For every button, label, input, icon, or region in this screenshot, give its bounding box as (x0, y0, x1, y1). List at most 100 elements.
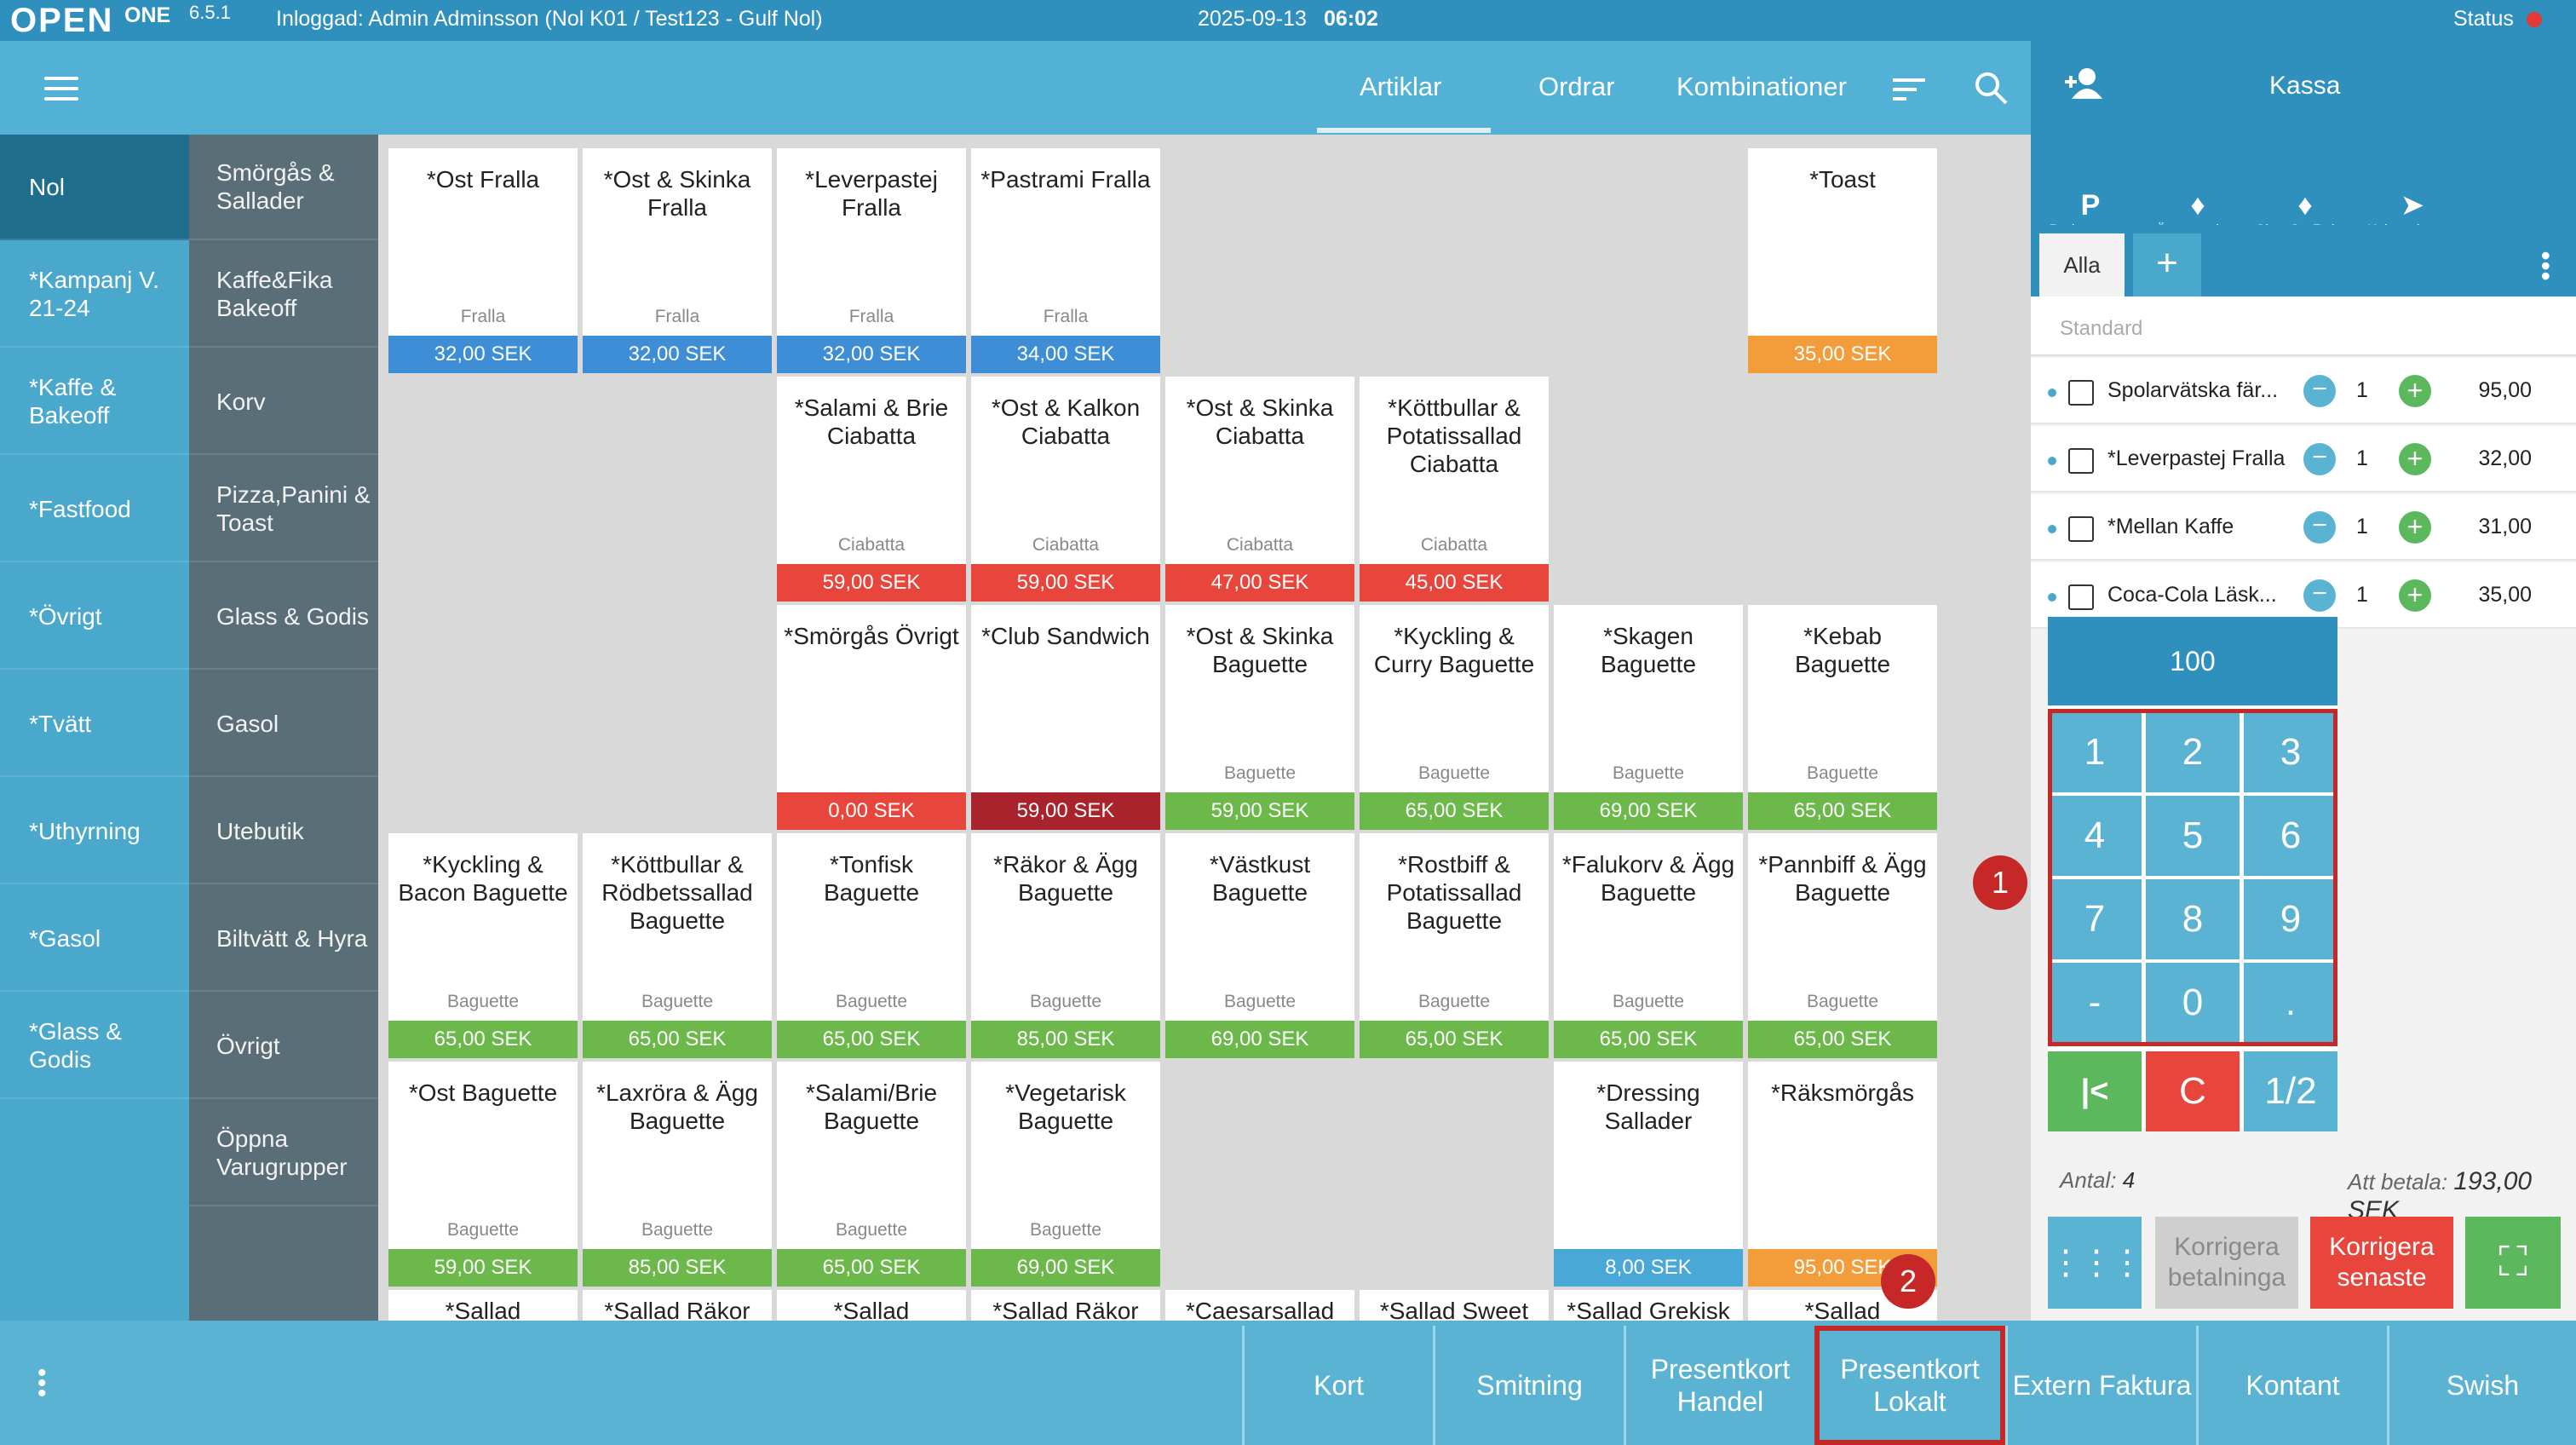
tab-kombinationer[interactable]: Kombinationer (1676, 72, 1847, 101)
keypad-key[interactable]: 8 (2146, 879, 2240, 959)
line-checkbox[interactable] (2068, 448, 2094, 474)
increase-qty-button[interactable]: + (2399, 511, 2431, 544)
product-card[interactable]: *Sallad Grekisk (1554, 1290, 1743, 1321)
increase-qty-button[interactable]: + (2399, 443, 2431, 475)
subcategory-item[interactable]: Utebutik (189, 779, 378, 884)
product-card[interactable]: *Kebab Baguette Baguette 65,00 SEK (1748, 605, 1937, 830)
product-card[interactable]: *Leverpastej Fralla Fralla 32,00 SEK (777, 148, 966, 373)
keypad-key[interactable]: 7 (2048, 879, 2142, 959)
status-label[interactable]: Status (2453, 7, 2514, 31)
keypad-key[interactable]: 5 (2146, 796, 2240, 876)
product-card[interactable]: *Tonfisk Baguette Baguette 65,00 SEK (777, 833, 966, 1058)
product-card[interactable]: *Ost Baguette Baguette 59,00 SEK (388, 1062, 578, 1287)
subcategory-item[interactable]: Pizza,Panini & Toast (189, 457, 378, 562)
category-item[interactable]: *Kampanj V. 21-24 (0, 242, 189, 348)
price-list-field[interactable]: Standard (2031, 296, 2576, 356)
more-options-icon[interactable]: • • • (2540, 240, 2550, 291)
payment-button[interactable]: Extern Faktura (2005, 1326, 2196, 1445)
keypad-key[interactable]: - (2048, 963, 2142, 1043)
product-card[interactable]: *Pannbiff & Ägg Baguette Baguette 65,00 SE… (1748, 833, 1937, 1058)
sort-icon[interactable] (1893, 75, 1927, 104)
menu-icon[interactable] (44, 77, 78, 101)
back-key[interactable]: |< (2048, 1051, 2142, 1131)
fullscreen-button[interactable]: ⛶ (2465, 1217, 2561, 1309)
payment-button[interactable]: Kort (1242, 1326, 1433, 1445)
product-card[interactable]: *Ost & Kalkon Ciabatta Ciabatta 59,00 SEK (971, 377, 1160, 602)
payment-button[interactable]: Presentkort Lokalt (1814, 1326, 2005, 1445)
product-card[interactable]: *Caesarsallad (1165, 1290, 1354, 1321)
decrease-qty-button[interactable]: − (2303, 443, 2336, 475)
category-item[interactable]: *Kaffe & Bakeoff (0, 349, 189, 455)
subcategory-item[interactable]: Smörgås & Sallader (189, 135, 378, 240)
category-item[interactable]: *Glass & Godis (0, 993, 189, 1099)
line-checkbox[interactable] (2068, 516, 2094, 542)
order-line[interactable]: Spolarvätska fär... −1 +95,00 (2031, 358, 2576, 424)
category-item[interactable]: *Övrigt (0, 564, 189, 670)
keypad-toggle-button[interactable]: ⋮⋮⋮ (2048, 1217, 2144, 1309)
decrease-qty-button[interactable]: − (2303, 511, 2336, 544)
correct-payment-button[interactable]: Korrigera betalninga (2155, 1217, 2298, 1309)
product-card[interactable]: *Ost Fralla Fralla 32,00 SEK (388, 148, 578, 373)
product-card[interactable]: *Sallad (777, 1290, 966, 1321)
subcategory-item[interactable]: Kaffe&Fika Bakeoff (189, 242, 378, 348)
subcategory-item[interactable]: Biltvätt & Hyra (189, 886, 378, 992)
product-card[interactable]: *Salami/Brie Baguette Baguette 65,00 SEK (777, 1062, 966, 1287)
product-card[interactable]: *Räksmörgås 95,00 SEK (1748, 1062, 1937, 1287)
product-card[interactable]: *Pastrami Fralla Fralla 34,00 SEK (971, 148, 1160, 373)
subcategory-item[interactable]: Glass & Godis (189, 564, 378, 670)
category-item[interactable]: *Gasol (0, 886, 189, 992)
product-card[interactable]: *Falukorv & Ägg Baguette Baguette 65,00 SE… (1554, 833, 1743, 1058)
keypad-key[interactable]: 1 (2048, 712, 2142, 792)
product-card[interactable]: *Sallad (388, 1290, 578, 1321)
category-item[interactable]: *Uthyrning (0, 779, 189, 884)
subcategory-item[interactable]: Gasol (189, 671, 378, 777)
keypad-key[interactable]: 2 (2146, 712, 2240, 792)
product-card[interactable]: *Ost & Skinka Baguette Baguette 59,00 SEK (1165, 605, 1354, 830)
decrease-qty-button[interactable]: − (2303, 375, 2336, 407)
footer-menu-icon[interactable]: • • • (37, 1359, 47, 1408)
keypad-key[interactable]: . (2244, 963, 2337, 1043)
payment-button[interactable]: Swish (2387, 1326, 2576, 1445)
keypad-key[interactable]: 6 (2244, 796, 2337, 876)
subcategory-item[interactable]: Korv (189, 349, 378, 455)
line-checkbox[interactable] (2068, 380, 2094, 406)
product-card[interactable]: *Vegetarisk Baguette Baguette 69,00 SEK (971, 1062, 1160, 1287)
product-card[interactable]: *Dressing Sallader 8,00 SEK (1554, 1062, 1743, 1287)
product-card[interactable]: *Ost & Skinka Ciabatta Ciabatta 47,00 SEK (1165, 377, 1354, 602)
keypad-key[interactable]: 3 (2244, 712, 2337, 792)
decrease-qty-button[interactable]: − (2303, 579, 2336, 612)
product-card[interactable]: *Smörgås Övrigt 0,00 SEK (777, 605, 966, 830)
tab-artiklar[interactable]: Artiklar (1360, 72, 1442, 101)
add-customer-icon[interactable] (2065, 66, 2107, 101)
product-card[interactable]: *Laxröra & Ägg Baguette Baguette 85,00 SEK (583, 1062, 772, 1287)
category-item[interactable]: *Fastfood (0, 457, 189, 562)
product-card[interactable]: *Kyckling & Bacon Baguette Baguette 65,00 … (388, 833, 578, 1058)
product-card[interactable]: *Köttbullar & Potatissallad Ciabatta Ciab… (1360, 377, 1549, 602)
product-card[interactable]: *Skagen Baguette Baguette 69,00 SEK (1554, 605, 1743, 830)
product-card[interactable]: *Sallad Räkor (583, 1290, 772, 1321)
keypad-key[interactable]: 0 (2146, 963, 2240, 1043)
product-card[interactable]: *Salami & Brie Ciabatta Ciabatta 59,00 SEK (777, 377, 966, 602)
keypad-key[interactable]: 9 (2244, 879, 2337, 959)
product-card[interactable]: *Räkor & Ägg Baguette Baguette 85,00 SEK (971, 833, 1160, 1058)
product-card[interactable]: *Sallad Sweet (1360, 1290, 1549, 1321)
search-icon[interactable] (1975, 72, 2009, 106)
product-card[interactable]: *Toast 35,00 SEK (1748, 148, 1937, 373)
category-item[interactable]: Nol (0, 135, 189, 240)
order-line[interactable]: *Leverpastej Fralla −1 +32,00 (2031, 426, 2576, 492)
payment-button[interactable]: Kontant (2196, 1326, 2387, 1445)
payment-button[interactable]: Presentkort Handel (1624, 1326, 1814, 1445)
order-line[interactable]: *Mellan Kaffe −1 +31,00 (2031, 494, 2576, 561)
product-card[interactable]: *Kyckling & Curry Baguette Baguette 65,00 … (1360, 605, 1549, 830)
product-card[interactable]: *Rostbiff & Potatissallad Baguette Baguet… (1360, 833, 1549, 1058)
product-card[interactable]: *Sallad Räkor (971, 1290, 1160, 1321)
product-card[interactable]: *Ost & Skinka Fralla Fralla 32,00 SEK (583, 148, 772, 373)
line-checkbox[interactable] (2068, 584, 2094, 610)
add-tab-button[interactable]: + (2133, 233, 2201, 296)
keypad-key[interactable]: 4 (2048, 796, 2142, 876)
half-key[interactable]: 1/2 (2244, 1051, 2337, 1131)
tab-ordrar[interactable]: Ordrar (1538, 72, 1615, 101)
category-item[interactable]: *Tvätt (0, 671, 189, 777)
product-card[interactable]: *Köttbullar & Rödbetssallad Baguette Bagu… (583, 833, 772, 1058)
subcategory-item[interactable]: Öppna Varugrupper (189, 1101, 378, 1206)
